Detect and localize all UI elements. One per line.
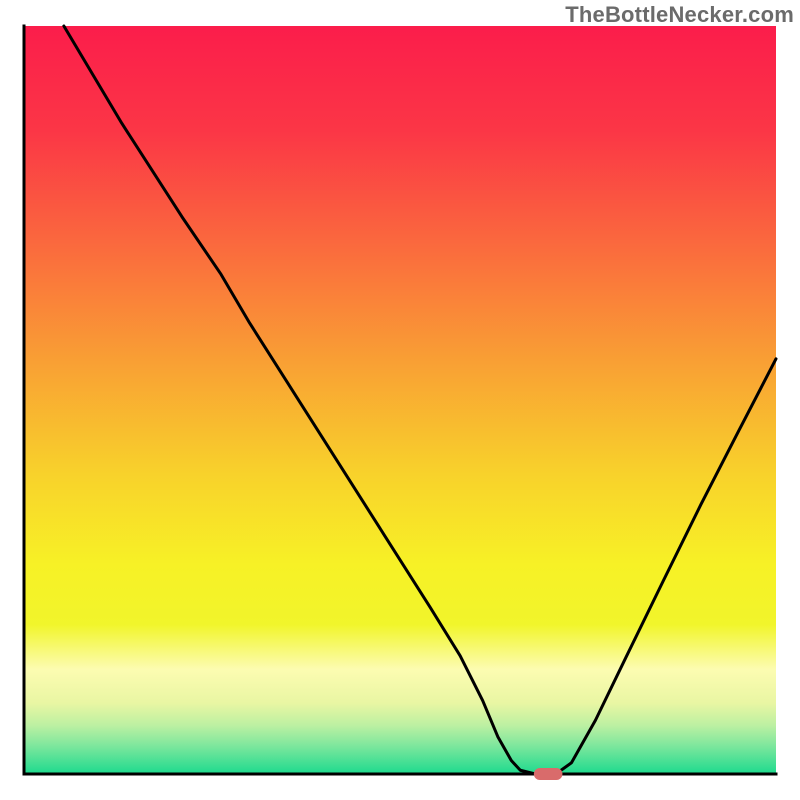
chart-svg (0, 0, 800, 800)
optimum-marker (534, 768, 563, 780)
bottleneck-chart: TheBottleNecker.com (0, 0, 800, 800)
gradient-background (24, 26, 776, 774)
watermark-label: TheBottleNecker.com (565, 2, 794, 28)
